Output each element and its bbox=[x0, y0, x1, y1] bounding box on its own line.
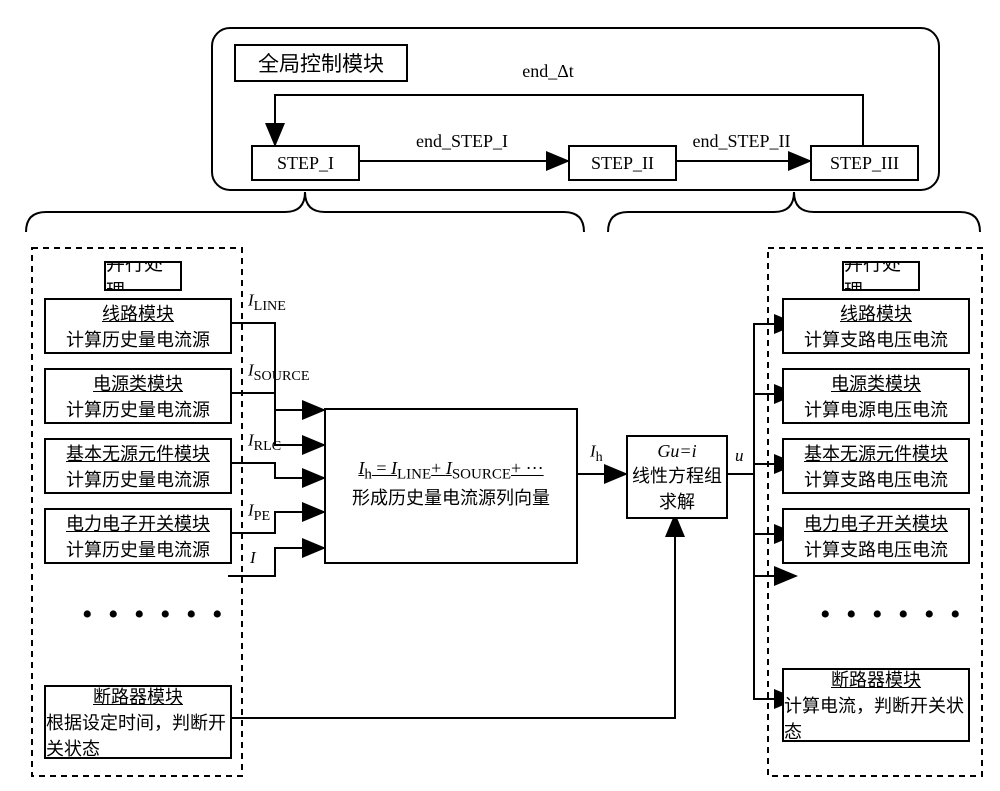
left-item-0: 线路模块计算历史量电流源 bbox=[44, 298, 232, 354]
left-item-3-sub: 计算历史量电流源 bbox=[66, 536, 210, 562]
solver-eq: Gu=i bbox=[657, 441, 696, 462]
left-item-0-sub: 计算历史量电流源 bbox=[66, 326, 210, 352]
right-item-1-title: 电源类模块 bbox=[831, 370, 921, 396]
edge-label: IPE bbox=[248, 501, 270, 525]
edge-label: end_STEP_I bbox=[416, 131, 508, 152]
right-item-3-sub: 计算支路电压电流 bbox=[804, 536, 948, 562]
edge-label: I bbox=[250, 548, 256, 568]
right-item-2-sub: 计算支路电压电流 bbox=[804, 466, 948, 492]
edge-label: u bbox=[735, 446, 744, 466]
left-item-1-sub: 计算历史量电流源 bbox=[66, 396, 210, 422]
left-item-3-title: 电力电子开关模块 bbox=[66, 510, 210, 536]
edge-label: Ih bbox=[590, 442, 603, 466]
left-item-2-title: 基本无源元件模块 bbox=[66, 440, 210, 466]
solver-box: Gu=i 线性方程组 求解 bbox=[626, 435, 728, 519]
aggregation-equation: Ih = ILINE+ ISOURCE+ ··· bbox=[358, 410, 543, 484]
right-item-0-title: 线路模块 bbox=[840, 300, 912, 326]
left-breaker: 断路器模块根据设定时间，判断开关状态 bbox=[44, 685, 232, 759]
edge-label: ILINE bbox=[248, 291, 286, 315]
left-item-1-title: 电源类模块 bbox=[93, 370, 183, 396]
right-item-0-sub: 计算支路电压电流 bbox=[804, 326, 948, 352]
right-breaker: 断路器模块计算电流，判断开关状态 bbox=[782, 668, 970, 742]
right-item-0: 线路模块计算支路电压电流 bbox=[782, 298, 970, 354]
right-item-2: 基本无源元件模块计算支路电压电流 bbox=[782, 438, 970, 494]
left-item-1: 电源类模块计算历史量电流源 bbox=[44, 368, 232, 424]
left-item-0-title: 线路模块 bbox=[102, 300, 174, 326]
solver-desc1: 线性方程组 bbox=[632, 462, 722, 488]
ellipsis: • • • • • • bbox=[820, 598, 965, 632]
global-control-box: 全局控制模块 bbox=[234, 44, 408, 82]
right-item-2-title: 基本无源元件模块 bbox=[804, 440, 948, 466]
edge-label: end_Δt bbox=[522, 61, 574, 82]
right-breaker-title: 断路器模块 bbox=[831, 668, 921, 692]
right-item-3-title: 电力电子开关模块 bbox=[804, 510, 948, 536]
edge-label: end_STEP_II bbox=[693, 131, 791, 152]
ellipsis: • • • • • • bbox=[82, 598, 227, 632]
step-s1: STEP_I bbox=[251, 145, 360, 181]
aggregation-box: Ih = ILINE+ ISOURCE+ ··· 形成历史量电流源列向量 bbox=[324, 408, 578, 564]
panel-title: 并行处理 bbox=[104, 261, 182, 291]
left-item-2: 基本无源元件模块计算历史量电流源 bbox=[44, 438, 232, 494]
step-s3-label: STEP_III bbox=[830, 153, 899, 174]
edge-label: IRLC bbox=[248, 431, 281, 455]
left-breaker-sub: 根据设定时间，判断开关状态 bbox=[46, 709, 230, 759]
global-control-label: 全局控制模块 bbox=[258, 48, 384, 78]
solver-desc2: 求解 bbox=[659, 488, 695, 514]
edge-label: ISOURCE bbox=[248, 361, 310, 385]
aggregation-desc: 形成历史量电流源列向量 bbox=[352, 484, 550, 510]
right-breaker-sub: 计算电流，判断开关状态 bbox=[784, 692, 968, 742]
step-s2-label: STEP_II bbox=[591, 153, 654, 174]
step-s1-label: STEP_I bbox=[277, 153, 334, 174]
right-item-3: 电力电子开关模块计算支路电压电流 bbox=[782, 508, 970, 564]
step-s2: STEP_II bbox=[568, 145, 677, 181]
right-item-1: 电源类模块计算电源电压电流 bbox=[782, 368, 970, 424]
panel-title: 并行处理 bbox=[842, 261, 920, 291]
right-item-1-sub: 计算电源电压电流 bbox=[804, 396, 948, 422]
diagram-canvas: 全局控制模块 Ih = ILINE+ ISOURCE+ ··· 形成历史量电流源… bbox=[0, 0, 1000, 791]
left-breaker-title: 断路器模块 bbox=[93, 685, 183, 709]
left-item-3: 电力电子开关模块计算历史量电流源 bbox=[44, 508, 232, 564]
step-s3: STEP_III bbox=[810, 145, 919, 181]
left-item-2-sub: 计算历史量电流源 bbox=[66, 466, 210, 492]
